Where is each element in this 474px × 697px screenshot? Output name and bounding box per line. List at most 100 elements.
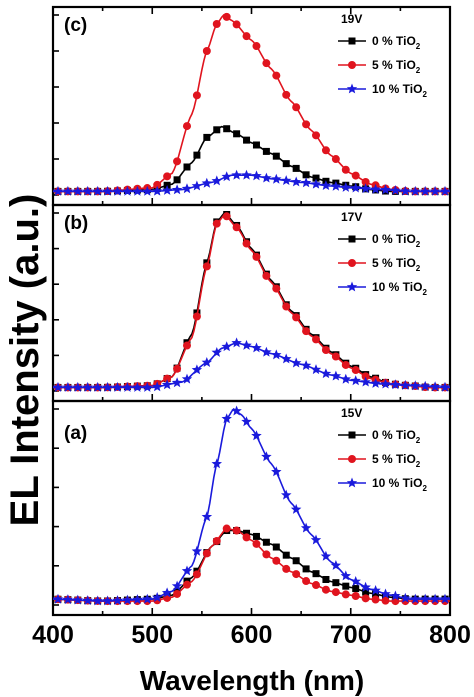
data-point xyxy=(202,549,211,558)
data-point xyxy=(362,588,370,596)
data-point xyxy=(261,172,272,183)
data-point xyxy=(251,170,262,181)
data-point xyxy=(271,349,282,360)
legend-label: 0 % TiO2 xyxy=(372,34,421,51)
legend-entry: 5 % TiO2 xyxy=(338,58,421,75)
data-point xyxy=(420,593,431,604)
data-point xyxy=(262,271,271,280)
data-point xyxy=(331,155,340,164)
data-point xyxy=(439,593,451,604)
legend-subscript: 2 xyxy=(422,484,427,493)
data-point xyxy=(201,511,213,522)
data-point xyxy=(320,550,332,561)
data-point xyxy=(122,594,133,605)
data-point xyxy=(201,177,213,188)
x-tick-label: 800 xyxy=(429,621,471,649)
data-point xyxy=(193,151,201,159)
data-point xyxy=(332,579,340,587)
data-point xyxy=(312,131,321,140)
data-point xyxy=(72,185,83,196)
data-point xyxy=(390,590,401,601)
data-point xyxy=(429,593,441,604)
data-point xyxy=(410,185,421,196)
data-point xyxy=(221,171,232,182)
data-point xyxy=(171,184,183,195)
data-point xyxy=(350,576,361,586)
data-point xyxy=(191,180,203,191)
data-point xyxy=(191,364,203,375)
data-point xyxy=(52,593,64,604)
data-point xyxy=(182,122,191,131)
data-point xyxy=(232,223,241,232)
data-point xyxy=(420,185,431,196)
legend-marker xyxy=(346,477,358,488)
data-point xyxy=(272,71,281,80)
data-point xyxy=(292,570,301,579)
series-line xyxy=(52,527,450,602)
legend-subscript: 2 xyxy=(416,42,421,51)
data-point xyxy=(292,557,300,565)
data-point xyxy=(302,120,311,129)
data-point xyxy=(52,381,64,392)
data-point xyxy=(183,163,191,171)
data-point xyxy=(211,175,222,186)
data-point xyxy=(153,180,162,189)
legend-subscript: 2 xyxy=(416,66,421,75)
data-point xyxy=(251,430,262,441)
data-point xyxy=(212,219,221,228)
data-point xyxy=(351,171,360,180)
data-point xyxy=(330,180,342,191)
legend-entry: 0 % TiO2 xyxy=(338,232,421,249)
data-point xyxy=(341,165,350,174)
legend-subscript: 2 xyxy=(422,90,427,99)
y-axis-label: EL Intensity (a.u.) xyxy=(3,194,47,527)
data-point xyxy=(252,532,260,540)
data-point xyxy=(320,368,332,379)
data-point xyxy=(400,379,411,390)
legend-marker xyxy=(348,37,356,45)
data-point xyxy=(331,588,340,597)
data-point xyxy=(92,595,103,606)
data-point xyxy=(340,181,351,192)
data-point xyxy=(360,581,371,592)
data-point xyxy=(62,381,74,392)
data-point xyxy=(380,184,391,195)
series-star xyxy=(52,169,451,196)
data-point xyxy=(381,596,390,605)
data-point xyxy=(221,413,232,424)
data-point xyxy=(181,565,193,576)
legend-subscript: 2 xyxy=(416,460,421,469)
voltage-label: 15V xyxy=(341,406,362,420)
data-point xyxy=(350,375,361,386)
legend-entry: 10 % TiO2 xyxy=(338,82,427,99)
data-point xyxy=(271,466,282,477)
data-point xyxy=(312,570,320,578)
data-point xyxy=(92,381,103,392)
legend-subscript: 2 xyxy=(416,264,421,273)
data-point xyxy=(82,595,93,605)
data-point xyxy=(310,534,322,545)
data-point xyxy=(262,538,270,546)
data-point xyxy=(181,373,193,384)
data-point xyxy=(310,364,322,375)
data-point xyxy=(290,357,302,368)
series-star xyxy=(52,337,451,392)
data-point xyxy=(341,360,350,369)
data-point xyxy=(282,302,291,311)
data-point xyxy=(182,580,191,589)
data-point xyxy=(163,172,172,181)
data-point xyxy=(302,565,310,573)
legend-subscript: 2 xyxy=(416,436,421,445)
data-point xyxy=(390,185,401,195)
data-point xyxy=(211,458,222,469)
legend-entry: 10 % TiO2 xyxy=(338,280,427,297)
data-point xyxy=(182,341,191,350)
data-point xyxy=(312,581,321,590)
panel-label: (c) xyxy=(64,15,87,36)
legend-label: 10 % TiO2 xyxy=(372,476,427,493)
data-point xyxy=(222,524,231,533)
panel-b: (b) 17V 0 % TiO2 5 % TiO2 10 % TiO2 xyxy=(51,203,452,403)
data-point xyxy=(372,590,380,598)
data-point xyxy=(202,47,211,55)
